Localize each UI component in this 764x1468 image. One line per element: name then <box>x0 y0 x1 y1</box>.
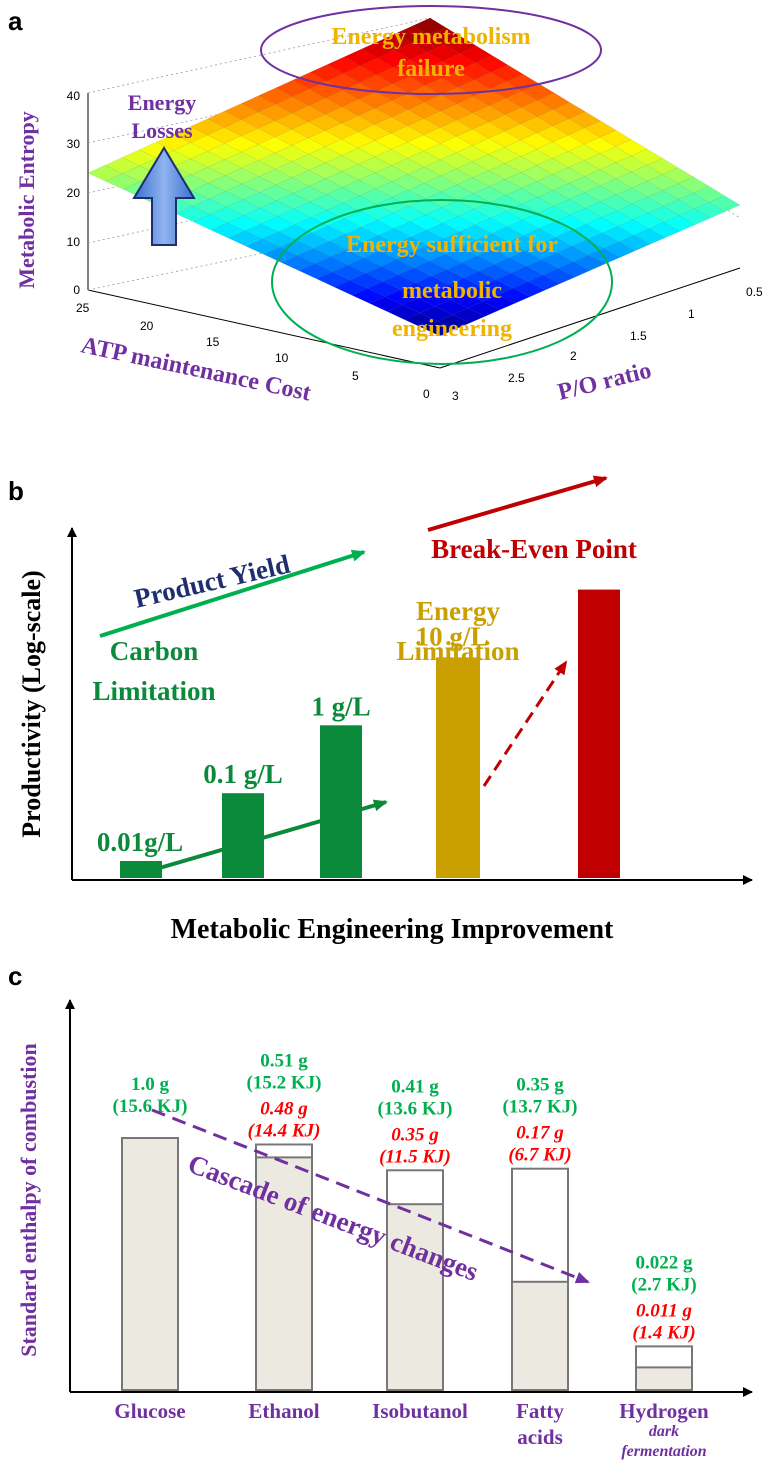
total-kj-label: (2.7 KJ) <box>631 1274 696 1295</box>
enthalpy-bar-product <box>511 1280 569 1392</box>
product-yield-arrow <box>99 549 366 638</box>
productivity-bar <box>120 861 162 878</box>
y-ticks: 3 2.5 2 1.5 1 0.5 <box>452 285 763 403</box>
total-kj-label: (15.2 KJ) <box>247 1073 322 1094</box>
total-kj-label: (15.6 KJ) <box>113 1096 188 1117</box>
x-tick: 20 <box>140 319 154 333</box>
z-tick: 0 <box>73 283 80 297</box>
bar-value-label: 0.1 g/L <box>203 759 283 789</box>
carbon-limitation-label: Carbon <box>110 636 199 666</box>
category-label: Hydrogen <box>619 1399 709 1423</box>
mass-label: 0.41 g <box>391 1076 439 1097</box>
y-tick: 0.5 <box>746 285 763 299</box>
sufficient-label: metabolic <box>402 278 502 304</box>
sufficient-label: Energy sufficient for <box>346 232 558 258</box>
entropy-surface <box>87 17 741 337</box>
b-y-axis-label: Productivity (Log-scale) <box>17 570 46 837</box>
panel-c-letter: c <box>8 961 22 991</box>
break-even-label: Break-Even Point <box>431 534 637 564</box>
sub-mass-label: 0.011 g <box>636 1300 692 1321</box>
energy-trend-arrow <box>482 660 568 787</box>
up-arrow-icon <box>132 146 196 246</box>
y-tick: 1 <box>688 307 695 321</box>
mass-label: 0.022 g <box>636 1252 694 1273</box>
hydrogen-sub-label: dark <box>649 1423 679 1440</box>
x-ticks: 25 20 15 10 5 0 <box>76 301 430 401</box>
x-tick: 10 <box>275 351 289 365</box>
enthalpy-bar-product <box>635 1366 693 1392</box>
productivity-bar <box>222 793 264 878</box>
total-kj-label: (13.6 KJ) <box>378 1098 453 1119</box>
y-tick: 2 <box>570 349 577 363</box>
break-even-arrow <box>427 475 608 532</box>
panel-a-axes <box>87 93 741 369</box>
losses-label: Energy <box>128 90 196 115</box>
panel-b-letter: b <box>8 476 24 506</box>
b-x-axis-label: Metabolic Engineering Improvement <box>171 914 614 945</box>
panel-a-letter: a <box>8 6 23 36</box>
panel-a: a 0 10 20 30 40 25 20 <box>8 5 763 407</box>
hydrogen-sub-label: fermentation <box>621 1443 706 1460</box>
z-axis-label: Metabolic Entropy <box>14 111 39 288</box>
z-tick: 30 <box>67 137 81 151</box>
z-tick: 20 <box>67 186 81 200</box>
c-y-axis-label: Standard enthalpy of combustion <box>16 1043 41 1357</box>
z-tick: 10 <box>67 235 81 249</box>
sub-kj-label: (1.4 KJ) <box>632 1322 695 1343</box>
productivity-bar <box>578 589 620 878</box>
losses-label: Losses <box>131 118 193 143</box>
y-tick: 1.5 <box>630 329 647 343</box>
mass-label: 0.51 g <box>260 1051 308 1072</box>
b-bars: 0.01g/L 0.1 g/L 1 g/L 10 g/L <box>97 589 620 878</box>
x-tick: 0 <box>423 387 430 401</box>
total-kj-label: (13.7 KJ) <box>503 1097 578 1118</box>
sub-kj-label: (6.7 KJ) <box>508 1145 571 1166</box>
surface-cell <box>708 195 741 212</box>
carbon-limitation-label: Limitation <box>92 676 215 706</box>
panel-b: b Productivity (Log-scale) Metabolic Eng… <box>8 475 753 945</box>
category-label: Ethanol <box>248 1399 319 1423</box>
sufficient-label: engineering <box>392 316 512 342</box>
category-label: Fatty <box>516 1399 564 1423</box>
y-tick: 2.5 <box>508 371 525 385</box>
energy-limitation-label: Limitation <box>396 636 519 666</box>
z-ticks: 0 10 20 30 40 <box>67 89 81 297</box>
sub-mass-label: 0.35 g <box>391 1124 439 1145</box>
panel-c: c Standard enthalpy of combustion (15.6 … <box>8 961 753 1460</box>
enthalpy-bar-product <box>121 1137 179 1391</box>
category-label: acids <box>517 1425 563 1449</box>
enthalpy-bar-product <box>386 1203 444 1391</box>
mass-label: 0.35 g <box>516 1075 564 1096</box>
sub-kj-label: (14.4 KJ) <box>248 1121 321 1142</box>
y-axis-label: P/O ratio <box>555 358 654 406</box>
carbon-trend-arrow <box>131 799 388 878</box>
failure-label: failure <box>397 56 465 82</box>
x-tick: 15 <box>206 335 220 349</box>
x-tick: 5 <box>352 369 359 383</box>
c-bars: (15.6 KJ)1.0 g Glucose (14.4 KJ)0.48 g (15.… <box>113 1051 710 1450</box>
z-tick: 40 <box>67 89 81 103</box>
category-label: Isobutanol <box>372 1399 468 1423</box>
productivity-bar <box>320 725 362 878</box>
category-label: Glucose <box>114 1399 185 1423</box>
failure-label: Energy metabolism <box>331 24 530 50</box>
sufficient-ellipse <box>271 199 613 365</box>
sub-kj-label: (11.5 KJ) <box>379 1146 451 1167</box>
x-axis-label: ATP maintenance Cost <box>79 332 314 406</box>
cascade-arrow <box>151 1108 590 1284</box>
enthalpy-bar-product <box>255 1156 313 1392</box>
energy-limitation-label: Energy <box>416 596 500 626</box>
y-tick: 3 <box>452 389 459 403</box>
x-tick: 25 <box>76 301 90 315</box>
bar-value-label: 0.01g/L <box>97 827 183 857</box>
mass-label: 1.0 g <box>131 1074 170 1095</box>
productivity-bar <box>436 657 480 878</box>
sub-mass-label: 0.17 g <box>516 1123 564 1144</box>
bar-value-label: 1 g/L <box>311 691 370 721</box>
bar-value-label: 10 g/L <box>416 621 489 651</box>
failure-ellipse <box>260 5 602 95</box>
sub-mass-label: 0.48 g <box>260 1099 308 1120</box>
